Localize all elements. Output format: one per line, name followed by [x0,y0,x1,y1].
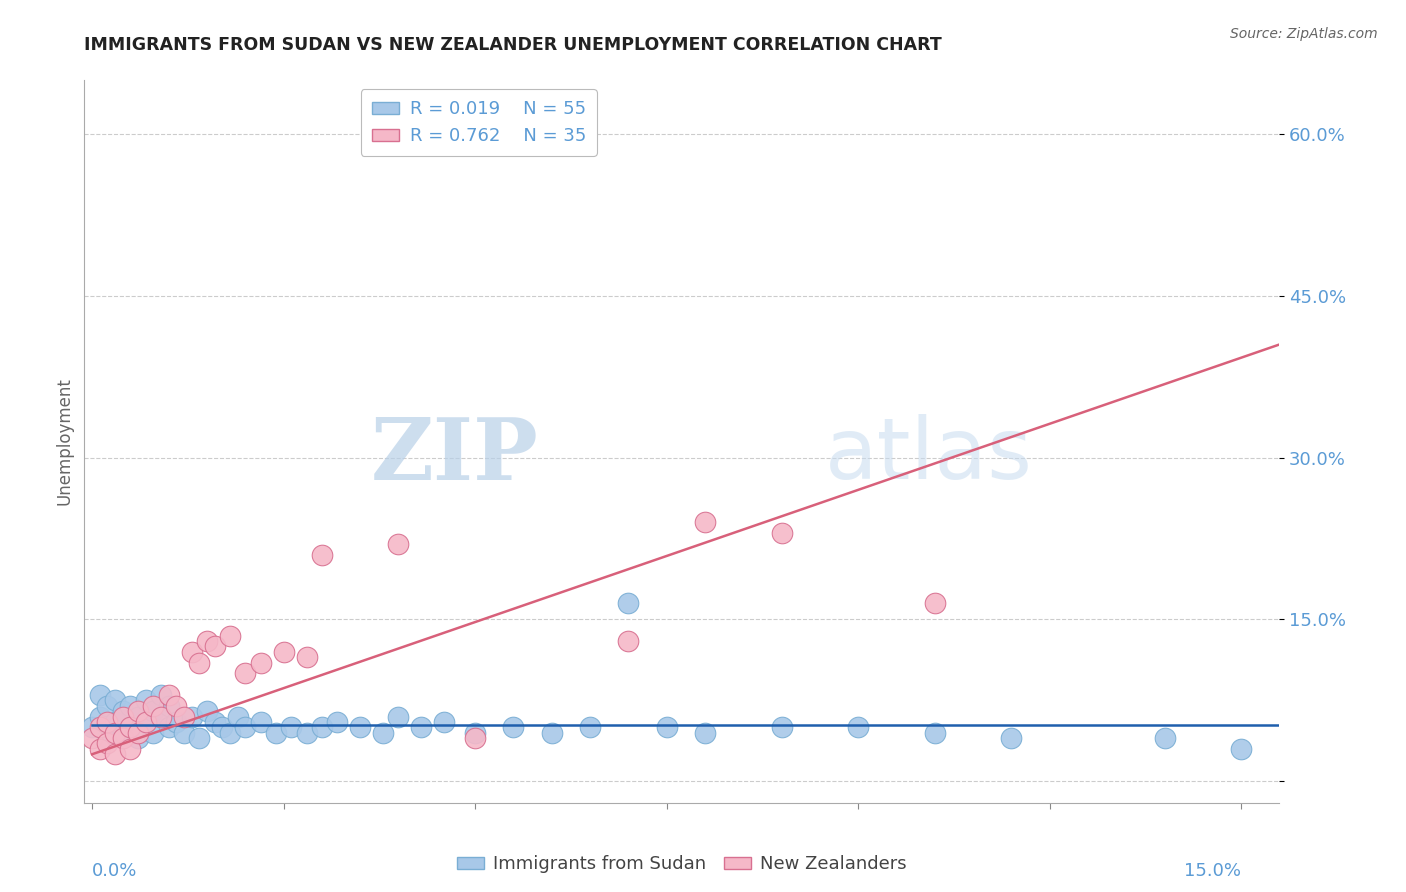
Point [180,645,202,659]
Point [104,714,127,729]
Point [96,714,118,729]
Point [96,698,118,713]
Point [165,714,187,729]
Point [233,666,256,681]
Point [1000,731,1022,745]
Point [120,720,142,734]
Point [157,688,180,702]
Point [120,742,142,756]
Point [924,596,946,610]
Point [770,720,793,734]
Point [579,720,602,734]
Point [1153,731,1175,745]
Point [173,709,195,723]
Point [142,698,165,713]
Point [111,725,134,739]
Legend: Immigrants from Sudan, New Zealanders: Immigrants from Sudan, New Zealanders [450,848,914,880]
Point [188,656,211,670]
Point [127,725,149,739]
Point [693,516,716,530]
Text: 0.0%: 0.0% [91,862,138,880]
Text: IMMIGRANTS FROM SUDAN VS NEW ZEALANDER UNEMPLOYMENT CORRELATION CHART: IMMIGRANTS FROM SUDAN VS NEW ZEALANDER U… [84,36,942,54]
Point [464,725,486,739]
Text: atlas: atlas [825,415,1033,498]
Point [173,725,195,739]
Point [433,714,456,729]
Point [249,714,271,729]
Point [135,693,157,707]
Point [188,731,211,745]
Point [89,720,111,734]
Point [464,731,486,745]
Point [111,731,134,745]
Point [195,704,218,718]
Point [149,688,172,702]
Point [204,714,226,729]
Point [111,709,134,723]
Point [80,720,103,734]
Point [1230,742,1253,756]
Point [127,704,149,718]
Point [295,650,318,665]
Point [655,720,678,734]
Point [89,709,111,723]
Point [135,714,157,729]
Point [195,634,218,648]
Point [846,720,869,734]
Point [120,698,142,713]
Point [233,720,256,734]
Point [180,709,202,723]
Point [204,640,226,654]
Point [211,720,233,734]
Point [387,537,409,551]
Point [165,698,187,713]
Point [617,634,640,648]
Point [373,725,395,739]
Text: ZIP: ZIP [371,414,538,498]
Point [96,737,118,751]
Point [502,720,524,734]
Point [157,698,180,713]
Point [273,645,295,659]
Point [157,720,180,734]
Point [249,656,271,670]
Point [142,725,165,739]
Point [411,720,433,734]
Point [104,725,127,739]
Point [142,704,165,718]
Point [96,731,118,745]
Y-axis label: Unemployment: Unemployment [55,377,73,506]
Point [149,709,172,723]
Point [326,714,349,729]
Point [295,725,318,739]
Point [349,720,371,734]
Point [127,731,149,745]
Point [149,709,172,723]
Point [693,725,716,739]
Point [387,709,409,723]
Point [264,725,287,739]
Point [219,725,242,739]
Point [111,704,134,718]
Point [219,629,242,643]
Text: 15.0%: 15.0% [1184,862,1241,880]
Point [104,747,127,762]
Point [924,725,946,739]
Point [127,709,149,723]
Point [280,720,302,734]
Point [311,720,333,734]
Point [770,526,793,541]
Point [135,714,157,729]
Point [104,693,127,707]
Point [120,720,142,734]
Point [311,548,333,562]
Point [89,742,111,756]
Point [540,725,562,739]
Text: Source: ZipAtlas.com: Source: ZipAtlas.com [1230,27,1378,41]
Point [89,688,111,702]
Point [617,596,640,610]
Point [80,731,103,745]
Point [226,709,249,723]
